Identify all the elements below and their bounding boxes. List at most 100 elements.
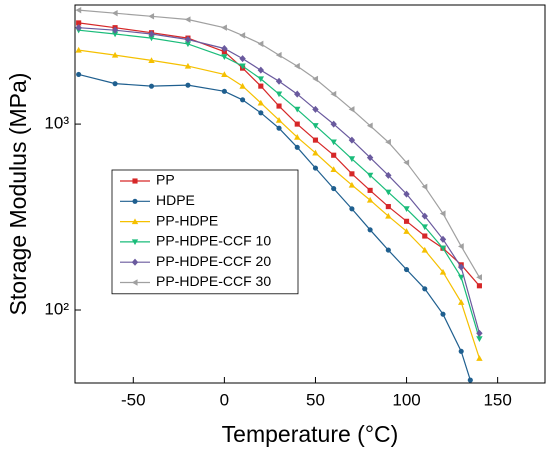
data-point xyxy=(184,41,192,48)
data-point xyxy=(257,76,265,83)
data-point xyxy=(184,16,191,23)
data-point xyxy=(148,83,155,89)
data-point xyxy=(403,190,410,198)
data-point xyxy=(331,152,337,158)
data-point xyxy=(294,121,300,127)
legend-box xyxy=(111,169,299,295)
data-point xyxy=(294,90,301,98)
data-point xyxy=(112,81,118,87)
data-point xyxy=(403,218,410,224)
data-point xyxy=(385,138,391,146)
data-point xyxy=(111,51,119,58)
data-point xyxy=(312,165,319,171)
data-point xyxy=(221,88,227,94)
data-point xyxy=(312,75,319,83)
data-point xyxy=(221,24,227,31)
legend-marker xyxy=(132,198,138,204)
data-point xyxy=(476,329,483,337)
data-point xyxy=(239,55,246,63)
data-point xyxy=(221,44,228,53)
data-point xyxy=(330,90,337,98)
data-point xyxy=(258,83,264,89)
data-point xyxy=(421,246,428,253)
data-point xyxy=(294,62,300,70)
legend-label: HDPE xyxy=(156,192,195,208)
data-point xyxy=(366,154,374,162)
data-point xyxy=(184,35,192,44)
legend-label: PP-HDPE-CCF 20 xyxy=(156,253,271,269)
x-tick-label: 150 xyxy=(483,390,511,409)
data-point xyxy=(366,196,374,203)
legend-marker xyxy=(131,218,139,225)
data-point xyxy=(275,91,283,98)
data-point xyxy=(403,206,410,213)
data-point xyxy=(458,263,465,271)
x-tick-label: 50 xyxy=(306,390,325,409)
data-point xyxy=(403,228,410,234)
data-point xyxy=(385,247,391,253)
data-point xyxy=(421,183,428,190)
data-point xyxy=(422,233,428,239)
data-point xyxy=(403,267,410,273)
data-point xyxy=(458,299,465,305)
y-tick-label: 10² xyxy=(44,299,69,318)
data-point xyxy=(276,125,282,131)
data-point xyxy=(330,120,337,128)
data-point xyxy=(366,172,374,179)
data-point xyxy=(367,187,373,193)
data-point xyxy=(111,9,118,17)
data-point xyxy=(111,26,119,34)
x-axis-label: Temperature (°C) xyxy=(222,421,399,447)
data-point xyxy=(349,171,355,177)
data-point xyxy=(476,336,483,343)
data-point xyxy=(385,171,392,179)
data-point xyxy=(331,186,337,192)
data-point xyxy=(312,137,319,143)
legend-marker xyxy=(131,279,138,286)
data-point xyxy=(348,156,356,163)
data-point xyxy=(221,54,228,61)
data-point xyxy=(257,99,265,106)
data-point xyxy=(421,212,428,220)
data-point xyxy=(75,46,82,53)
data-point xyxy=(111,31,119,38)
data-point xyxy=(275,77,283,85)
data-point xyxy=(385,212,392,219)
data-point xyxy=(330,139,337,146)
legend-marker xyxy=(132,178,138,184)
x-tick-label: -50 xyxy=(121,390,146,409)
data-point xyxy=(148,13,155,20)
data-point xyxy=(148,30,155,38)
legend-label: PP-HDPE-CCF 10 xyxy=(156,233,271,249)
data-point xyxy=(348,136,356,144)
data-point xyxy=(312,123,319,129)
legend-label: PP-HDPE xyxy=(156,212,218,228)
data-point xyxy=(239,82,246,89)
x-tick-label: 100 xyxy=(392,390,420,409)
data-point xyxy=(75,6,82,14)
data-point xyxy=(275,116,283,123)
data-point xyxy=(349,206,355,212)
data-point xyxy=(439,210,446,217)
data-point xyxy=(75,24,82,32)
data-point xyxy=(348,181,356,188)
data-point xyxy=(458,243,464,250)
data-point xyxy=(385,189,392,196)
legend-marker xyxy=(131,239,139,246)
legend-label: PP xyxy=(156,172,175,188)
data-point xyxy=(239,32,246,39)
data-point xyxy=(476,355,483,361)
data-point xyxy=(439,245,447,252)
data-point xyxy=(458,348,464,354)
data-point xyxy=(367,227,373,233)
data-point xyxy=(330,166,337,173)
data-point xyxy=(476,283,482,289)
data-point xyxy=(275,51,282,59)
data-point xyxy=(403,159,410,166)
data-point xyxy=(439,268,447,275)
data-point xyxy=(184,62,192,69)
data-point xyxy=(257,40,264,48)
data-point xyxy=(385,204,391,210)
